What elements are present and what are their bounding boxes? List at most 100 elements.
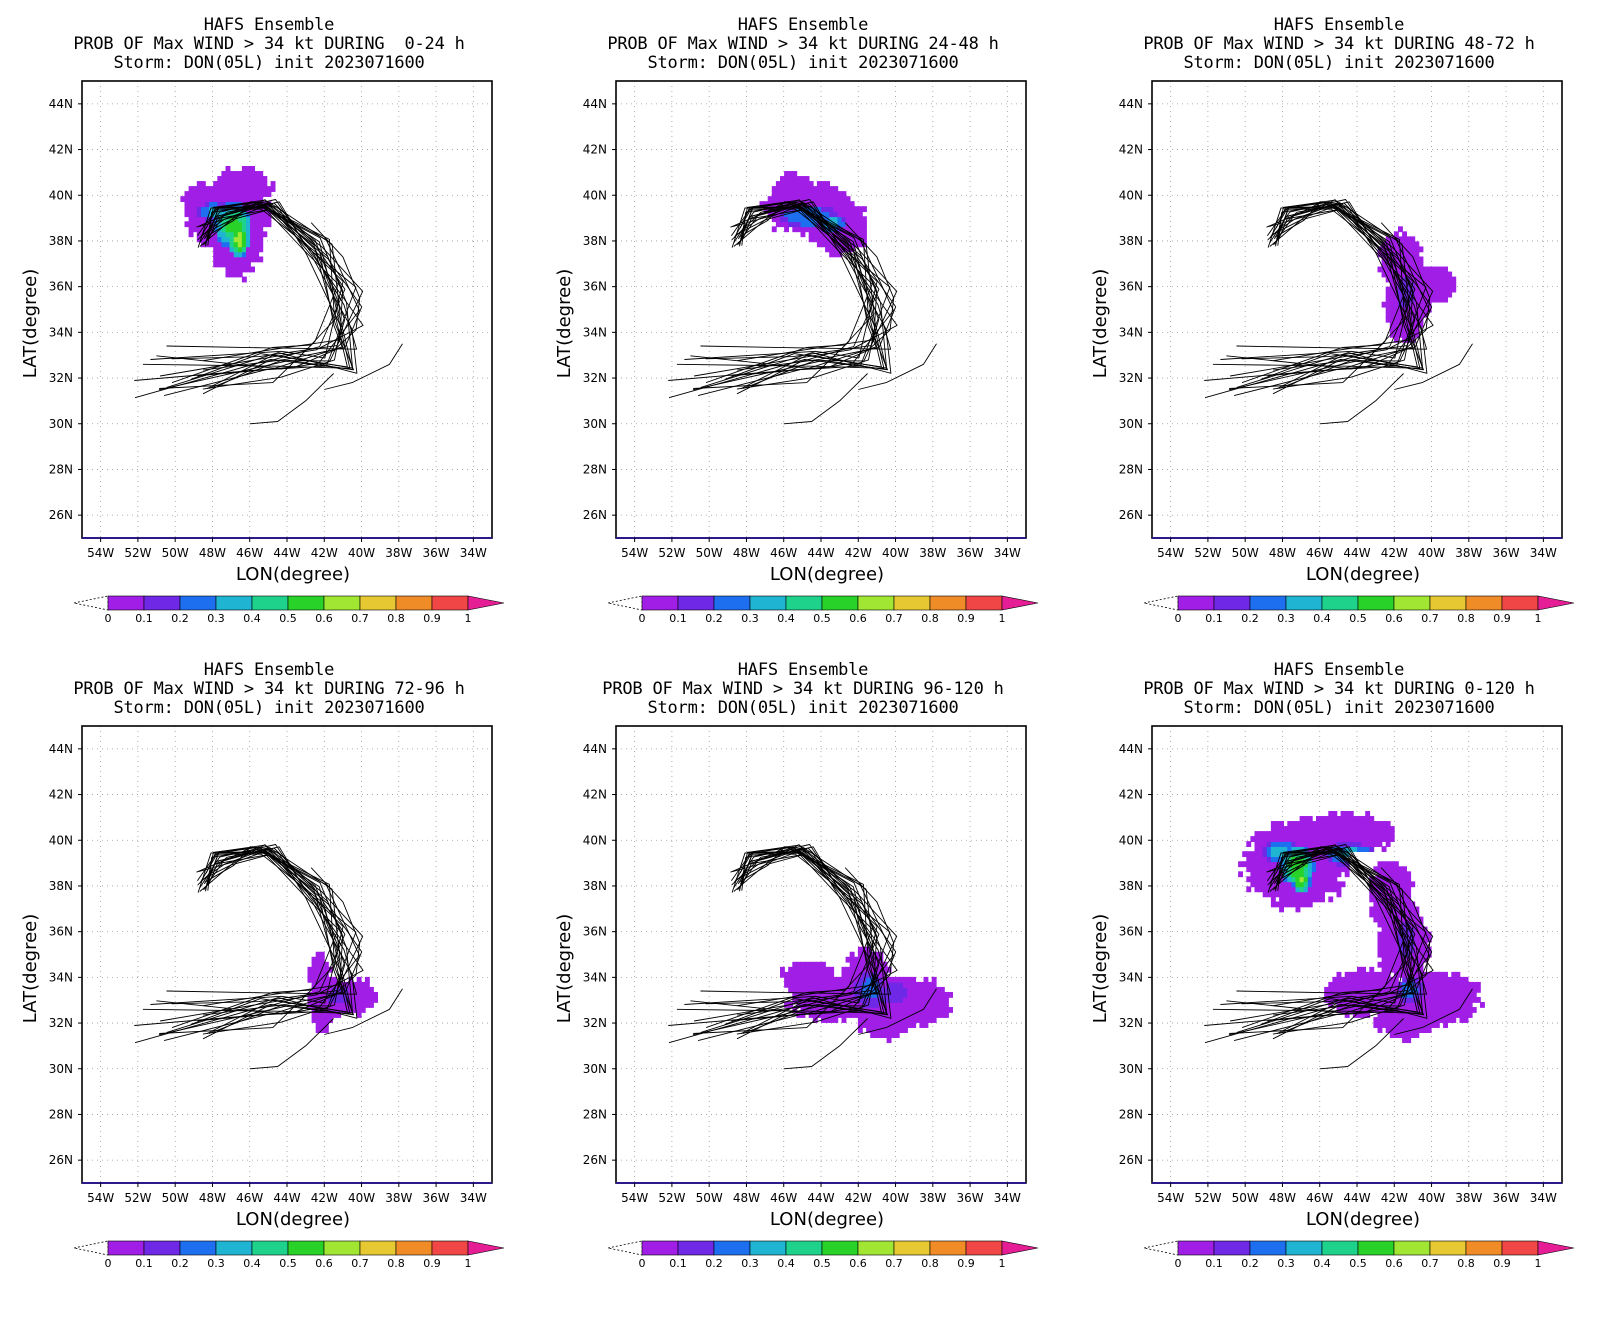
prob-cell (1316, 861, 1321, 868)
prob-cell (898, 1027, 904, 1033)
prob-cell (254, 246, 260, 253)
prob-cell (841, 201, 847, 208)
prob-cell (311, 1017, 317, 1023)
prob-cell (336, 997, 342, 1003)
prob-cell (1336, 871, 1342, 878)
prob-cell (209, 231, 214, 238)
lat-tick-label: 38N (1119, 879, 1143, 893)
prob-cell (796, 986, 802, 993)
prob-cell (311, 1002, 317, 1008)
prob-cell (221, 261, 227, 268)
prob-cell (886, 1007, 892, 1013)
prob-cell (1393, 241, 1399, 248)
colorbar-extend-arrow (1001, 1240, 1039, 1256)
prob-cell (250, 186, 255, 192)
prob-cell (775, 191, 781, 197)
prob-cell (1316, 871, 1321, 878)
prob-cell (1385, 291, 1391, 298)
prob-cell (796, 997, 802, 1003)
colorbar-segment (713, 1240, 751, 1256)
prob-cell (1389, 891, 1395, 898)
prob-cell (1389, 1012, 1395, 1018)
prob-cell (1393, 951, 1399, 958)
prob-cell (1434, 1012, 1440, 1018)
prob-cell (919, 991, 925, 998)
prob-cell (808, 201, 814, 208)
prob-cell (857, 206, 863, 213)
y-axis-label: LAT(degree) (1090, 914, 1111, 1023)
prob-cell (1385, 971, 1391, 978)
prob-cell (1430, 286, 1436, 293)
prob-cell (233, 216, 239, 223)
prob-cell (886, 1027, 892, 1033)
prob-cell (1389, 997, 1395, 1003)
colorbar-tick-label: 0.4 (243, 1257, 261, 1270)
prob-cell (250, 266, 255, 273)
prob-cell (1398, 236, 1403, 243)
prob-cell (1324, 871, 1330, 878)
prob-cell (1389, 836, 1395, 842)
prob-cell (792, 221, 798, 228)
prob-cell (332, 976, 337, 983)
prob-cell (1324, 856, 1330, 863)
prob-cell (1291, 876, 1297, 883)
colorbar-tick-label: 0.5 (279, 612, 297, 625)
prob-cell (241, 256, 247, 263)
colorbar-tick-label: 0.2 (1241, 612, 1259, 625)
prob-cell (857, 1002, 863, 1008)
prob-cell (1418, 931, 1424, 938)
track-line (731, 848, 887, 1035)
colorbar-extend-arrow (467, 595, 505, 611)
prob-cell (352, 1007, 358, 1013)
prob-cell (1336, 976, 1342, 983)
prob-cell (849, 216, 855, 223)
prob-cell (1410, 991, 1416, 998)
prob-cell (315, 971, 321, 978)
prob-cell (1262, 846, 1268, 853)
prob-cell (1414, 991, 1420, 998)
prob-cell (1291, 821, 1297, 827)
prob-cell (1340, 981, 1346, 988)
prob-cell (821, 1017, 826, 1023)
prob-cell (804, 966, 810, 973)
prob-cell (829, 241, 835, 248)
lat-tick-label: 36N (583, 925, 607, 939)
prob-cell (1398, 871, 1403, 878)
prob-cell (1389, 331, 1395, 338)
prob-cell (340, 991, 346, 998)
prob-cell (1377, 911, 1383, 918)
prob-cell (1451, 1007, 1457, 1013)
prob-cell (1385, 986, 1391, 993)
prob-cell (857, 231, 863, 238)
prob-cell (1348, 821, 1354, 827)
prob-cell (217, 256, 223, 263)
prob-cell (1393, 336, 1399, 343)
prob-cell (1402, 976, 1407, 983)
prob-cell (1410, 906, 1416, 913)
prob-cell (1426, 286, 1432, 293)
prob-cell (1287, 846, 1293, 853)
prob-cell (319, 956, 325, 963)
prob-cell (907, 997, 912, 1003)
track-line (1319, 1018, 1404, 1070)
prob-cell (1418, 951, 1424, 958)
prob-cell (1418, 926, 1424, 933)
prob-cell (816, 186, 822, 192)
lon-tick-label: 50W (1232, 1191, 1259, 1205)
prob-cell (1299, 886, 1305, 893)
prob-cell (1373, 906, 1379, 913)
prob-cell (241, 191, 247, 197)
prob-cell (241, 241, 247, 248)
prob-cell (1377, 906, 1383, 913)
prob-cell (1287, 821, 1293, 827)
prob-cell (1389, 1022, 1395, 1028)
prob-cell (246, 236, 251, 243)
colorbar-segment (1393, 1240, 1431, 1256)
prob-cell (1373, 826, 1379, 832)
prob-cell (1398, 1012, 1403, 1018)
prob-cell (1365, 821, 1371, 827)
prob-cell (1377, 951, 1383, 958)
prob-cell (1406, 266, 1412, 273)
prob-cell (870, 1002, 876, 1008)
prob-cell (804, 221, 810, 228)
